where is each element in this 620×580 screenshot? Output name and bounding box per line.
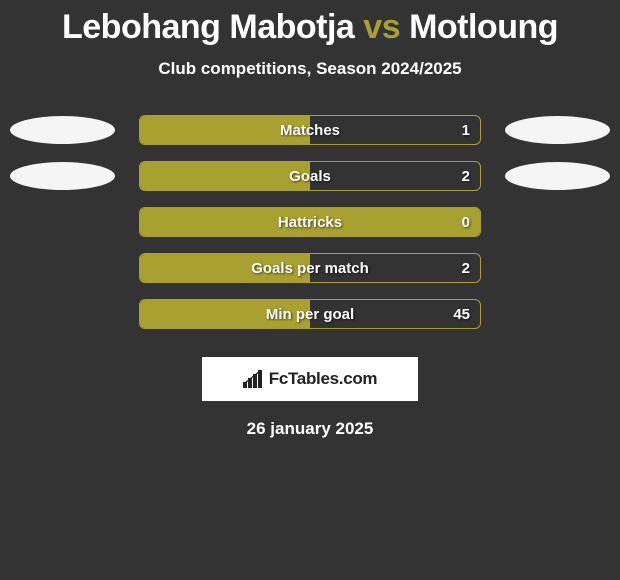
stat-label: Min per goal: [266, 306, 354, 323]
stat-value: 45: [453, 306, 470, 323]
stat-bar-fill: [140, 162, 310, 190]
bar-chart-icon: [243, 370, 265, 388]
player1-avatar: [10, 116, 115, 144]
stat-label: Matches: [280, 122, 340, 139]
stat-row: Min per goal 45: [10, 291, 610, 337]
stat-value: 1: [462, 122, 470, 139]
player2-avatar: [505, 162, 610, 190]
comparison-chart: Matches 1 Goals 2 Hattricks 0 Goals per match 2…: [0, 107, 620, 337]
stat-row: Goals 2: [10, 153, 610, 199]
logo-text: FcTables.com: [269, 369, 378, 389]
fctables-logo: FcTables.com: [202, 357, 418, 401]
stat-bar: Min per goal 45: [139, 299, 481, 329]
snapshot-date: 26 january 2025: [0, 419, 620, 439]
stat-label: Goals: [289, 168, 331, 185]
stat-value: 2: [462, 260, 470, 277]
player2-avatar: [505, 116, 610, 144]
stat-bar: Goals 2: [139, 161, 481, 191]
stat-row: Hattricks 0: [10, 199, 610, 245]
stat-value: 0: [462, 214, 470, 231]
stat-bar: Goals per match 2: [139, 253, 481, 283]
player2-name: Motloung: [409, 8, 558, 46]
vs-label: vs: [363, 8, 400, 46]
stat-label: Hattricks: [278, 214, 342, 231]
stat-value: 2: [462, 168, 470, 185]
player1-name: Lebohang Mabotja: [62, 8, 354, 46]
stat-label: Goals per match: [251, 260, 369, 277]
stat-bar: Matches 1: [139, 115, 481, 145]
season-subtitle: Club competitions, Season 2024/2025: [0, 59, 620, 79]
stat-row: Goals per match 2: [10, 245, 610, 291]
player1-avatar: [10, 162, 115, 190]
stat-bar: Hattricks 0: [139, 207, 481, 237]
comparison-title: Lebohang Mabotja vs Motloung: [0, 0, 620, 47]
stat-row: Matches 1: [10, 107, 610, 153]
